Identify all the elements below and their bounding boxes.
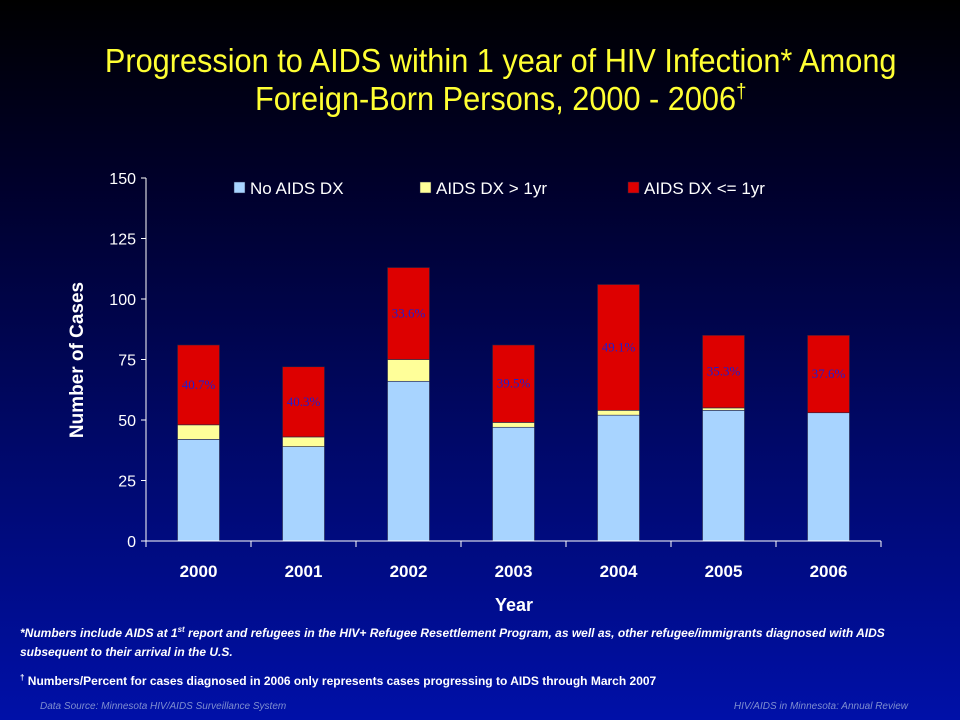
title-line-1: Progression to AIDS within 1 year of HIV… xyxy=(104,42,897,79)
footnote-refugees: *Numbers include AIDS at 1st report and … xyxy=(20,624,940,662)
percent-label: 49.1% xyxy=(602,339,636,354)
percent-label: 35.3% xyxy=(707,364,741,379)
x-tick-label: 2001 xyxy=(285,562,323,581)
footnote-2006: † Numbers/Percent for cases diagnosed in… xyxy=(20,672,940,691)
report-name: HIV/AIDS in Minnesota: Annual Review xyxy=(733,701,908,712)
legend-swatch xyxy=(233,181,246,194)
bar-segment xyxy=(807,412,850,542)
percent-label: 33.6% xyxy=(392,306,426,321)
percent-label: 40.3% xyxy=(287,394,321,409)
bar-segment xyxy=(387,267,430,360)
x-tick-label: 2002 xyxy=(390,562,428,581)
y-tick-label: 75 xyxy=(118,353,136,370)
bar-segment xyxy=(282,366,325,438)
x-axis-label: Year xyxy=(494,595,534,615)
footnote2-dagger: † xyxy=(20,673,25,682)
bar-segment xyxy=(177,439,220,542)
y-tick-label: 25 xyxy=(118,474,136,491)
bar-segment xyxy=(492,344,535,423)
legend-swatch xyxy=(627,181,640,194)
y-tick-label: 50 xyxy=(118,413,136,430)
footnote1-sup: st xyxy=(177,625,185,634)
x-tick-label: 2003 xyxy=(495,562,533,581)
legend-label: AIDS DX > 1yr xyxy=(436,179,547,198)
bar-segment xyxy=(597,410,640,416)
footnote2-text: Numbers/Percent for cases diagnosed in 2… xyxy=(24,674,657,688)
x-tick-label: 2005 xyxy=(705,562,743,581)
x-tick-label: 2004 xyxy=(600,562,638,581)
footnote1-text-b: report and refugees in the HIV+ Refugee … xyxy=(20,626,885,659)
bar-segment xyxy=(702,410,745,542)
percent-label: 37.6% xyxy=(812,366,846,381)
bar-segment xyxy=(597,414,640,542)
bar-segment xyxy=(702,334,745,409)
bar-segment xyxy=(282,446,325,542)
bar-segment xyxy=(702,407,745,411)
percent-label: 40.7% xyxy=(182,377,216,392)
bar-segment xyxy=(387,359,430,382)
y-tick-label: 100 xyxy=(109,292,136,309)
bar-segment xyxy=(597,284,640,411)
footnote1-text-a: *Numbers include AIDS at 1 xyxy=(20,626,178,640)
y-axis-label: Number of Cases xyxy=(67,281,88,439)
x-tick-label: 2006 xyxy=(810,562,848,581)
bar-segment xyxy=(177,424,220,440)
y-tick-label: 125 xyxy=(109,232,136,249)
title-dagger: † xyxy=(736,81,747,103)
data-source: Data Source: Minnesota HIV/AIDS Surveill… xyxy=(40,701,287,712)
bar-segment xyxy=(492,422,535,428)
y-tick-label: 150 xyxy=(109,171,136,188)
bar-segment xyxy=(387,380,430,542)
percent-label: 39.5% xyxy=(497,376,531,391)
y-tick-label: 0 xyxy=(127,534,136,551)
bar-segment xyxy=(807,334,850,414)
page-title: Progression to AIDS within 1 year of HIV… xyxy=(73,42,929,118)
bar-segment xyxy=(177,344,220,426)
bar-segment xyxy=(282,436,325,447)
legend-label: No AIDS DX xyxy=(250,179,344,198)
x-tick-label: 2000 xyxy=(180,562,218,581)
legend-label: AIDS DX <= 1yr xyxy=(644,179,765,198)
bar-segment xyxy=(492,426,535,542)
legend-swatch xyxy=(419,181,432,194)
title-line-2: Foreign-Born Persons, 2000 - 2006 xyxy=(254,80,737,117)
